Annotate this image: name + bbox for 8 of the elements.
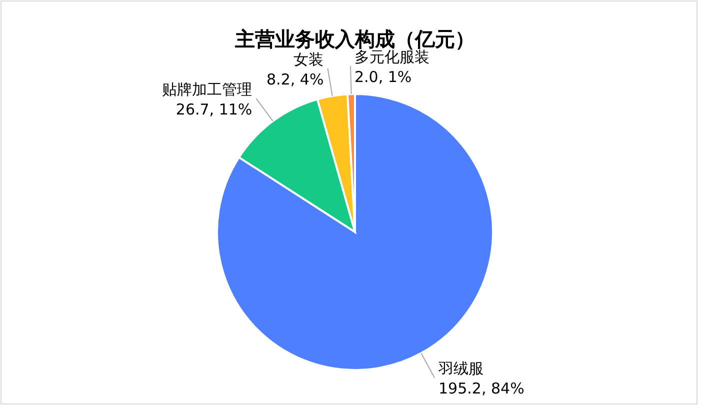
data-label: 26.7, 11% [176, 100, 252, 119]
slice-label: 贴牌加工管理 [162, 80, 252, 99]
data-label: 2.0, 1% [354, 68, 412, 86]
data-label: 195.2, 84% [438, 380, 524, 398]
slice-label: 女装 [294, 50, 324, 68]
data-label: 8.2, 4% [266, 70, 324, 88]
chart-title: 主营业务收入构成（亿元） [234, 27, 475, 51]
slice-label: 羽绒服 [438, 360, 484, 378]
